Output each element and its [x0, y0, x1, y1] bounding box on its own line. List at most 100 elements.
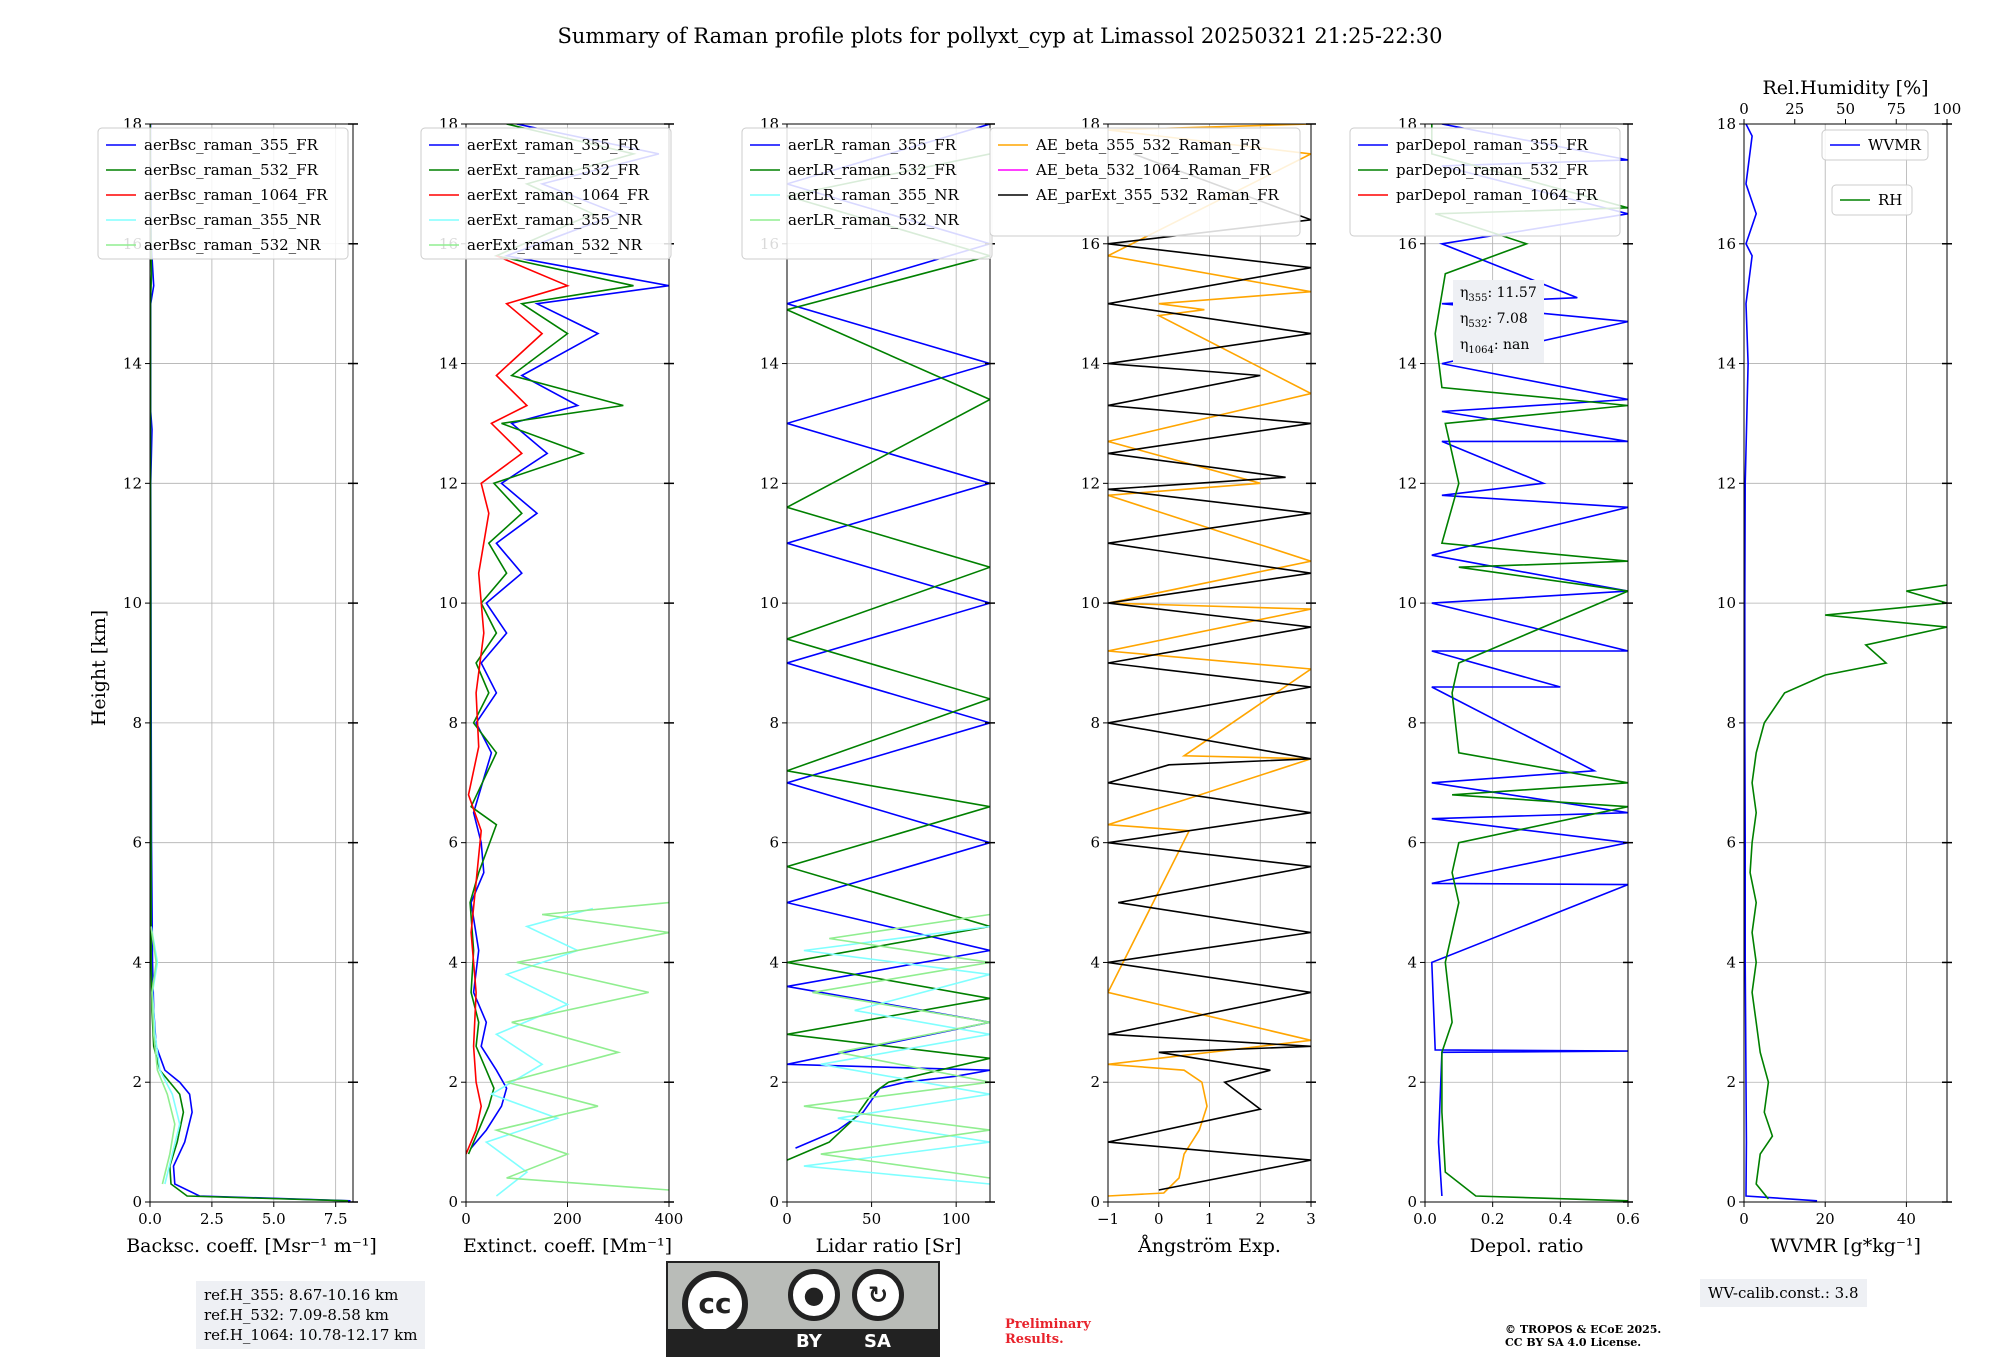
sa-label: SA	[864, 1331, 891, 1352]
x2-tick-label: 0	[1739, 100, 1749, 118]
copyright-note: © TROPOS & ECoE 2025. CC BY SA 4.0 Licen…	[1505, 1323, 1661, 1349]
figure-title: Summary of Raman profile plots for polly…	[557, 24, 1442, 48]
y-tick-label: 14	[760, 355, 779, 373]
legend-frame	[1349, 127, 1621, 237]
x-axis-label: Lidar ratio [Sr]	[816, 1235, 962, 1257]
x-tick-label: 20	[1816, 1210, 1835, 1228]
legend-label: aerExt_raman_355_NR	[467, 211, 643, 229]
x-axis-label: WVMR [g*kg⁻¹]	[1770, 1235, 1921, 1257]
series-line-aerBsc_raman_355_FR	[150, 124, 351, 1202]
y-tick-label: 8	[1407, 714, 1417, 732]
y-tick-label: 4	[1407, 953, 1417, 971]
y-tick-label: 10	[1717, 594, 1736, 612]
series-line-RH	[1749, 584, 1947, 1200]
y-tick-label: 4	[1726, 953, 1736, 971]
legend-label: AE_beta_355_532_Raman_FR	[1035, 136, 1262, 154]
x-tick-label: 0.4	[1548, 1210, 1572, 1228]
eta-box: η355: 11.57 η532: 7.08 η1064: nan	[1453, 280, 1544, 364]
y-tick-label: 4	[769, 953, 779, 971]
y-tick-label: 10	[123, 594, 142, 612]
legend: aerExt_raman_355_FR aerExt_raman_532_FRae…	[420, 127, 672, 260]
y-tick-label: 2	[1726, 1073, 1736, 1091]
y-tick-label: 0	[132, 1193, 142, 1211]
y-tick-label: 4	[1090, 953, 1100, 971]
legend-label: parDepol_raman_1064_FR	[1396, 186, 1598, 204]
eta-532: η532: 7.08	[1460, 310, 1528, 330]
x2-tick-label: 100	[1933, 100, 1962, 118]
y-tick-label: 6	[1726, 834, 1736, 852]
y-tick-label: 4	[132, 953, 142, 971]
legend-label: RH	[1878, 191, 1902, 209]
x-tick-label: 100	[942, 1210, 971, 1228]
eta-355: η355: 11.57	[1460, 285, 1537, 304]
series-line-aerExt_raman_532_FR	[467, 124, 637, 1155]
legend-label: aerLR_raman_532_NR	[788, 211, 959, 229]
legend-label: aerLR_raman_355_FR	[788, 136, 957, 154]
series-line-aerExt_raman_355_NR	[484, 907, 594, 1197]
legend-label: aerExt_raman_532_FR	[467, 161, 640, 179]
y-tick-label: 8	[769, 714, 779, 732]
y-tick-label: 10	[1081, 594, 1100, 612]
preliminary-line-2: Results.	[1005, 1332, 1064, 1347]
y-axis-label: Height [km]	[88, 610, 110, 726]
series-line-aerLR_raman_355_NR	[803, 925, 990, 1185]
y-tick-label: 8	[1726, 714, 1736, 732]
series-line-aerBsc_raman_355_NR	[150, 926, 181, 1185]
series-line-aerExt_raman_532_NR	[493, 901, 669, 1191]
series-line-AE_parExt_355_532_Raman_FR	[1108, 153, 1311, 1191]
legend: parDepol_raman_355_FR parDepol_raman_532_…	[1349, 127, 1621, 237]
share-alike-icon: ↻	[852, 1269, 904, 1321]
x-tick-label: 7.5	[324, 1210, 348, 1228]
y-tick-label: 12	[123, 474, 142, 492]
y-tick-label: 12	[1398, 474, 1417, 492]
x2-tick-label: 25	[1785, 100, 1804, 118]
y-tick-label: 6	[448, 834, 458, 852]
copyright-line-1: © TROPOS & ECoE 2025.	[1505, 1323, 1662, 1336]
y-tick-label: 8	[1090, 714, 1100, 732]
cc-by-sa-icon: cc ● ↻ BY SA	[666, 1261, 940, 1357]
legend-label: aerLR_raman_355_NR	[788, 186, 959, 204]
license-bar	[668, 1329, 938, 1355]
legend-frame	[420, 127, 672, 260]
axes-frame	[1743, 123, 1948, 1203]
x-tick-label: 3	[1306, 1210, 1316, 1228]
series-group	[1108, 124, 1311, 1197]
x2-tick-label: 50	[1836, 100, 1855, 118]
legend-frame	[1821, 129, 1929, 161]
x-tick-label: 0	[782, 1210, 792, 1228]
eta-1064: η1064: nan	[1460, 336, 1530, 356]
series-line-aerLR_raman_532_NR	[803, 913, 990, 1179]
x-tick-label: 0	[1739, 1210, 1749, 1228]
x-tick-label: 400	[655, 1210, 684, 1228]
x-tick-label: 1	[1205, 1210, 1215, 1228]
x-tick-label: −1	[1097, 1210, 1119, 1228]
cc-circle-icon: cc	[682, 1271, 748, 1337]
x-tick-label: 2.5	[200, 1210, 224, 1228]
ref-height-355: ref.H_355: 8.67-10.16 km	[204, 1286, 399, 1304]
y-tick-label: 0	[448, 1193, 458, 1211]
x-axis-label: Depol. ratio	[1470, 1235, 1584, 1257]
x-tick-label: 0.2	[1481, 1210, 1505, 1228]
y-tick-label: 14	[1081, 355, 1100, 373]
legend-box-wvmr: WVMR	[1821, 129, 1929, 161]
legend-label: AE_parExt_355_532_Raman_FR	[1035, 186, 1280, 204]
legend-label: WVMR	[1868, 136, 1922, 154]
y-tick-label: 8	[448, 714, 458, 732]
y-tick-label: 12	[1081, 474, 1100, 492]
y-tick-label: 12	[760, 474, 779, 492]
y-tick-label: 4	[448, 953, 458, 971]
y-tick-label: 0	[769, 1193, 779, 1211]
x-axis-label: Backsc. coeff. [Msr⁻¹ m⁻¹]	[126, 1235, 377, 1257]
by-label: BY	[796, 1331, 822, 1352]
y-tick-label: 14	[123, 355, 142, 373]
legend-frame	[97, 127, 349, 260]
legend-label: aerBsc_raman_355_NR	[144, 211, 321, 229]
y-tick-label: 6	[769, 834, 779, 852]
x2-axis-label: Rel.Humidity [%]	[1762, 77, 1928, 99]
x-tick-label: 0	[461, 1210, 471, 1228]
axes-frame	[149, 123, 354, 1203]
